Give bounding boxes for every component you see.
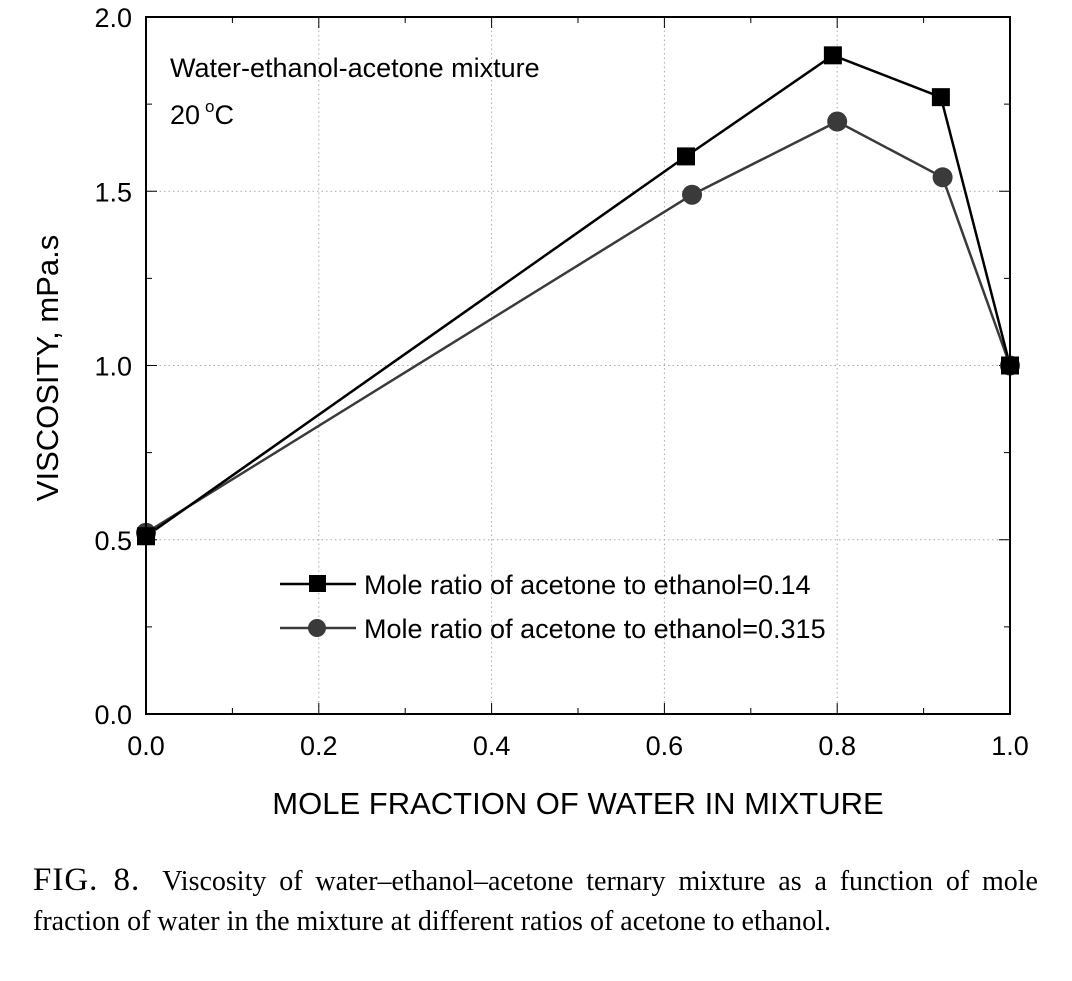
y-tick-label: 2.0 [94, 3, 132, 33]
plot-frame [145, 16, 1011, 715]
series-line-1 [145, 54, 1012, 538]
y-tick-label: 1.5 [94, 177, 132, 207]
legend-label-2: Mole ratio of acetone to ethanol=0.315 [364, 614, 826, 644]
y-tick-label: 1.0 [94, 352, 132, 382]
data-point-square [931, 88, 950, 107]
y-tick-label: 0.5 [94, 526, 132, 556]
x-axis-title: MOLE FRACTION OF WATER IN MIXTURE [272, 786, 883, 821]
y-axis-title: VISCOSITY, mPa.s [30, 235, 65, 501]
data-point-circle [827, 111, 848, 132]
data-point-square [677, 147, 695, 166]
figure-label: FIG. 8. [33, 862, 141, 898]
x-tick-label: 0.8 [818, 731, 856, 761]
legend-marker-circle [308, 619, 326, 637]
x-tick-label: 1.0 [991, 731, 1029, 761]
x-tick-label: 0.2 [300, 731, 338, 761]
x-tick-label: 0.4 [473, 731, 511, 761]
annotation-mixture: Water-ethanol-acetone mixture [170, 53, 540, 83]
grid [146, 17, 1010, 714]
legend: Mole ratio of acetone to ethanol=0.14 Mo… [280, 570, 826, 644]
legend-marker-square [309, 575, 326, 592]
series-lines [136, 46, 1020, 546]
x-tick-label: 0.6 [646, 731, 684, 761]
figure-caption: FIG. 8. Viscosity of water–ethanol–aceton… [33, 860, 1038, 942]
legend-label-1: Mole ratio of acetone to ethanol=0.14 [364, 570, 811, 600]
annotation-temperature: 20 oC [170, 97, 234, 130]
x-tick-label: 0.0 [127, 731, 165, 761]
series-line-2 [145, 120, 1012, 534]
data-point-circle [682, 184, 703, 205]
axis-ticks: 0.0 0.2 0.4 0.6 0.8 1.0 0.0 0.5 1.0 1.5 2.0 [94, 3, 1028, 761]
y-tick-label: 0.0 [94, 700, 132, 730]
degree-symbol: o [205, 97, 214, 116]
data-point-square [823, 46, 842, 65]
data-point-circle [932, 167, 953, 188]
caption-text: Viscosity of water–ethanol–acetone terna… [33, 866, 1038, 937]
